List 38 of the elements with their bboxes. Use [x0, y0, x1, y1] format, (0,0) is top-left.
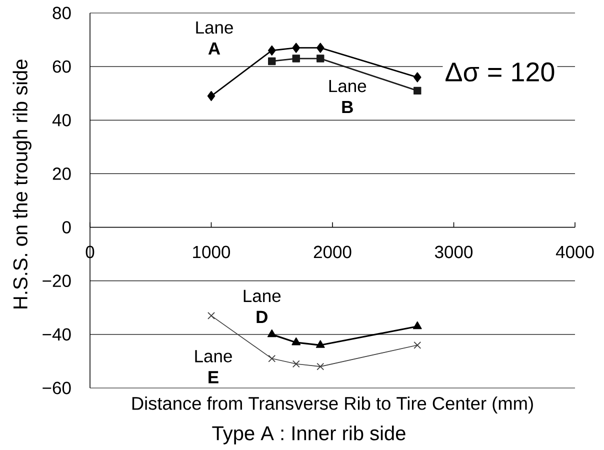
x-tick-label: 1000 [193, 246, 230, 258]
series-label: Lane D [244, 290, 281, 323]
y-tick-label: −20 [42, 274, 71, 288]
series-label: Lane E [195, 350, 232, 384]
point [292, 54, 300, 62]
annotation: Δσ = 120 [446, 62, 554, 82]
y-tick-label: −60 [42, 382, 71, 394]
point [316, 362, 324, 370]
point [414, 86, 422, 95]
point [292, 337, 301, 346]
point [267, 329, 276, 338]
y-tick-label: 40 [52, 114, 71, 126]
point [316, 42, 324, 53]
y-tick-label: 20 [52, 168, 71, 180]
point [316, 54, 324, 62]
y-tick-label: 80 [52, 6, 71, 20]
point [292, 360, 300, 368]
y-tick-label: −40 [42, 328, 71, 341]
point [268, 354, 276, 362]
y-tick-label: 60 [52, 60, 71, 73]
point [268, 45, 276, 56]
x-tick-label: 2000 [314, 246, 352, 258]
point [208, 312, 215, 320]
point [207, 90, 216, 102]
point [316, 340, 325, 348]
x-axis-title: Distance from Transverse Rib to Tire Center (mm) [132, 396, 533, 414]
y-axis-title: H.S.S. on the trough rib side [12, 60, 32, 308]
series-label: Lane B [329, 80, 366, 114]
y-tick-label: 0 [62, 221, 71, 234]
point [292, 42, 300, 53]
series-label: Lane A [196, 22, 233, 55]
point [414, 341, 422, 349]
point [413, 72, 422, 82]
x-tick-label: 4000 [556, 246, 594, 258]
x-tick-label: 3000 [434, 246, 473, 258]
point [412, 321, 422, 330]
text: Type A : Inner rib side [212, 426, 406, 444]
point [268, 57, 276, 66]
